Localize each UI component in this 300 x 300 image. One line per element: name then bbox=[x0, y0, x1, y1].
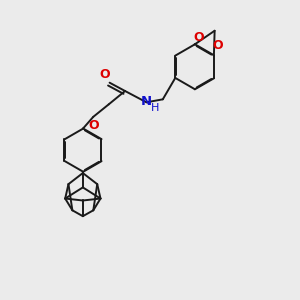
Text: O: O bbox=[88, 119, 99, 132]
Text: O: O bbox=[213, 39, 224, 52]
Text: O: O bbox=[100, 68, 110, 81]
Text: H: H bbox=[151, 103, 160, 112]
Text: N: N bbox=[141, 95, 152, 108]
Text: O: O bbox=[193, 32, 204, 44]
